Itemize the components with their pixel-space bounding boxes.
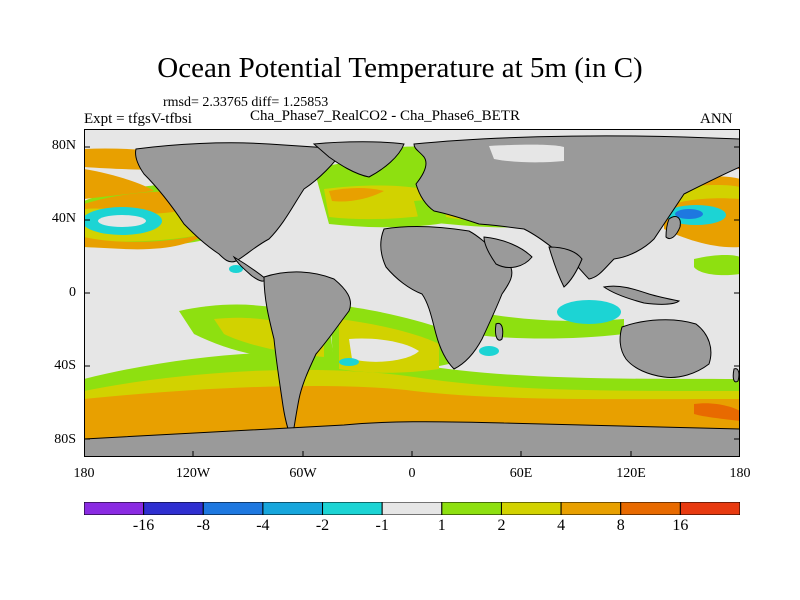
colorbar-box — [441, 502, 502, 515]
lon-label-60e: 60E — [509, 466, 533, 481]
north-pacific-orange-lower — [84, 234, 204, 250]
north-pacific-orange-ne — [84, 169, 154, 199]
lon-label-120e: 120E — [616, 466, 646, 481]
lon-label-180-west: 180 — [73, 466, 95, 481]
land-africa — [380, 225, 513, 370]
north-atlantic-orange — [329, 188, 384, 202]
colorbar-box — [381, 502, 443, 515]
temperature-map — [84, 129, 740, 457]
land-australia — [619, 319, 712, 378]
lat-label-0: 0 — [69, 285, 76, 300]
colorbar-box — [620, 502, 681, 515]
colorbar-box — [262, 502, 324, 515]
land-south-america — [263, 271, 351, 441]
colorbar-label: -8 — [196, 517, 210, 534]
lon-label-120w: 120W — [175, 466, 211, 481]
land-india — [548, 246, 583, 288]
land-japan — [665, 216, 681, 240]
land-north-america — [135, 142, 345, 263]
colorbar — [84, 502, 740, 515]
caribbean-cyan-patch — [229, 265, 243, 273]
colorbar-label: 8 — [616, 517, 625, 534]
colorbar-label: 16 — [672, 517, 689, 534]
map-title: Ocean Potential Temperature at 5m (in C) — [157, 52, 643, 84]
lon-label-180-east: 180 — [729, 466, 751, 481]
indian-ocean-cyan-patch — [557, 300, 621, 324]
lon-label-60w: 60W — [289, 466, 317, 481]
experiment-label: Expt = tfgsV-tfbsi — [84, 111, 192, 127]
south-atlantic-neutral — [349, 338, 419, 362]
lat-label-40s: 40S — [54, 358, 76, 373]
lon-label-0: 0 — [408, 466, 416, 481]
land-madagascar — [495, 322, 504, 341]
stats-text: rmsd= 2.33765 diff= 1.25853 — [163, 95, 329, 110]
colorbar-label: -16 — [132, 517, 155, 534]
kuroshio-blue — [675, 209, 703, 219]
land-new-zealand — [732, 368, 740, 383]
lat-label-80s: 80S — [54, 432, 76, 447]
colorbar-label: -1 — [375, 517, 389, 534]
west-pacific-green — [694, 254, 740, 276]
colorbar-label: -2 — [315, 517, 330, 534]
southern-ocean-dark-orange — [694, 403, 740, 421]
colorbar-box — [679, 502, 740, 515]
colorbar-box — [500, 502, 562, 515]
colorbar-box — [84, 502, 145, 515]
season-label: ANN — [700, 111, 733, 127]
madagascar-cyan-patch — [479, 346, 499, 356]
arctic-neutral-patch — [489, 144, 564, 163]
colorbar-label: -4 — [256, 517, 270, 534]
subtitle: Cha_Phase7_RealCO2 - Cha_Phase6_BETR — [250, 108, 520, 124]
indian-ocean-green — [464, 309, 624, 339]
land-central-america — [232, 255, 267, 282]
colorbar-label: 2 — [497, 517, 506, 534]
colorbar-label: 1 — [437, 517, 446, 534]
colorbar-box — [143, 502, 204, 515]
land-indonesia — [602, 285, 681, 305]
land-arabia — [483, 236, 533, 268]
north-pacific-ring-center — [98, 215, 146, 227]
land-greenland — [312, 141, 405, 178]
colorbar-box — [202, 502, 264, 515]
lat-label-80n: 80N — [51, 138, 76, 153]
colorbar-box — [322, 502, 383, 515]
south-atlantic-cyan-patch — [339, 358, 359, 366]
colorbar-label: 4 — [557, 517, 566, 534]
lat-label-40n: 40N — [51, 211, 76, 226]
land-antarctica — [84, 421, 740, 457]
colorbar-box — [560, 502, 622, 515]
